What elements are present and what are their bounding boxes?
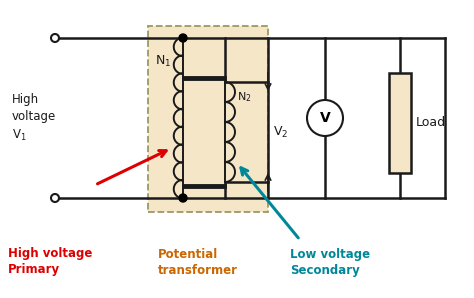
Text: High voltage
Primary: High voltage Primary	[8, 247, 92, 276]
Text: Potential
transformer: Potential transformer	[158, 248, 238, 277]
Text: V$_2$: V$_2$	[273, 125, 288, 139]
Text: Low voltage
Secondary: Low voltage Secondary	[290, 248, 370, 277]
Text: N$_1$: N$_1$	[155, 54, 171, 69]
Circle shape	[179, 34, 187, 42]
Text: N$_2$: N$_2$	[237, 90, 252, 104]
Bar	[389, 73, 411, 173]
Text: V: V	[319, 111, 330, 125]
Text: High
voltage
V$_1$: High voltage V$_1$	[12, 93, 56, 143]
Text: Load: Load	[416, 117, 446, 130]
FancyBboxPatch shape	[148, 26, 268, 212]
Circle shape	[307, 100, 343, 136]
Circle shape	[179, 194, 187, 202]
